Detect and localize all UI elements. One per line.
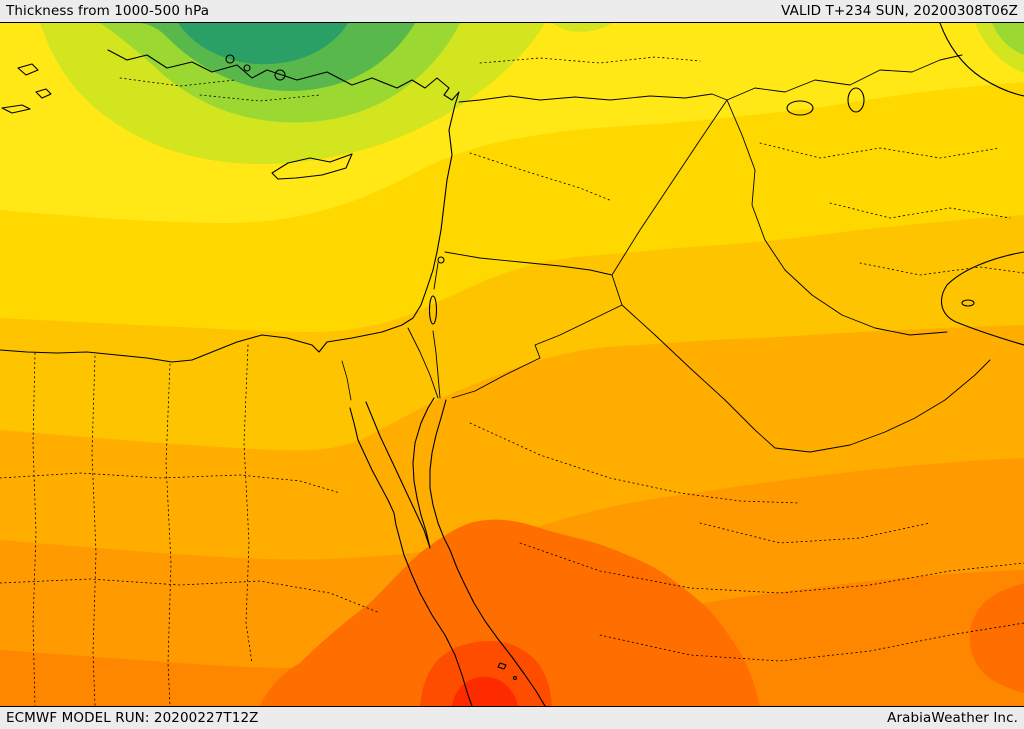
lake-tuz xyxy=(274,69,286,81)
red-sea-islet xyxy=(512,675,518,681)
country-borders xyxy=(407,54,991,453)
band-dark-green xyxy=(178,23,348,65)
band-orange-deeper xyxy=(0,570,1024,706)
band-red-core xyxy=(452,676,518,706)
egypt-israel-border xyxy=(407,327,439,399)
syria-jordan-border xyxy=(444,251,613,276)
iraq-iran-border xyxy=(726,99,948,336)
thickness-map xyxy=(0,23,1024,706)
jordan-iraq-border xyxy=(611,274,623,306)
band-red xyxy=(420,641,552,706)
header-divider xyxy=(0,22,1024,23)
red-sea-island xyxy=(497,662,507,670)
lake-urmia xyxy=(847,87,865,113)
header-bar: Thickness from 1000-500 hPa VALID T+234 … xyxy=(0,0,1024,22)
valid-time-label: VALID T+234 SUN, 20200308T06Z xyxy=(781,3,1018,19)
attribution-label: ArabiaWeather Inc. xyxy=(887,710,1018,726)
gulf-of-suez-west-coast xyxy=(349,407,473,706)
admin-boundaries xyxy=(0,56,1024,706)
syria-iraq-border xyxy=(611,99,728,276)
turkey-syria-border xyxy=(458,93,728,103)
turkey-iran-border xyxy=(726,54,963,101)
band-light-green-ne xyxy=(992,23,1024,55)
gulf-island xyxy=(961,299,975,307)
sea-of-galilee xyxy=(437,256,445,264)
band-red-orange-east xyxy=(969,583,1024,693)
turkish-lake-2 xyxy=(243,64,251,72)
lake-van xyxy=(786,100,814,116)
map-title: Thickness from 1000-500 hPa xyxy=(6,3,210,19)
jordan-valley-border xyxy=(432,262,441,399)
model-run-label: ECMWF MODEL RUN: 20200227T12Z xyxy=(6,710,259,726)
jordan-saudi-border xyxy=(451,304,623,399)
thickness-map-canvas xyxy=(0,23,1024,706)
sinai-peninsula-coast xyxy=(365,397,435,549)
footer-divider xyxy=(0,706,1024,707)
aegean-island-3 xyxy=(1,104,31,114)
iraq-saudi-border xyxy=(621,304,991,453)
red-sea-east-coast xyxy=(429,399,546,706)
footer-bar: ECMWF MODEL RUN: 20200227T12Z ArabiaWeat… xyxy=(0,707,1024,729)
turkish-lake-1 xyxy=(225,54,235,64)
aegean-island-1 xyxy=(17,63,39,76)
mediterranean-coastline xyxy=(0,49,460,363)
persian-gulf-coast xyxy=(940,251,1024,346)
caspian-coast xyxy=(939,23,1024,97)
band-yellow-green-strip xyxy=(552,23,612,32)
suez-canal xyxy=(341,360,352,401)
cyprus-island xyxy=(271,153,353,180)
aegean-island-2 xyxy=(35,88,52,99)
band-red-orange xyxy=(260,519,760,706)
coastlines xyxy=(0,23,1024,706)
dead-sea xyxy=(428,295,438,325)
